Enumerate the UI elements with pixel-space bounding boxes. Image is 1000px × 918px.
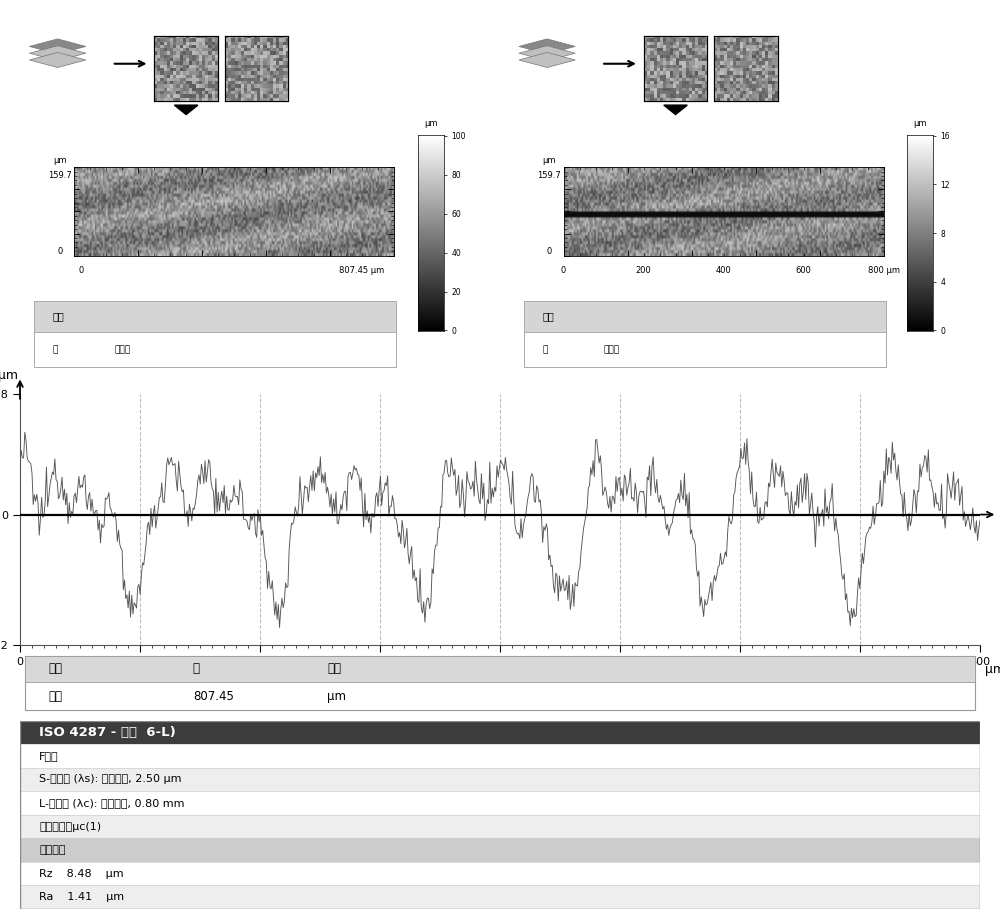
- FancyBboxPatch shape: [524, 332, 886, 366]
- FancyBboxPatch shape: [20, 838, 980, 862]
- Text: 400: 400: [716, 266, 731, 275]
- Text: 600: 600: [796, 266, 811, 275]
- Text: 800 μm: 800 μm: [868, 266, 900, 275]
- Text: 长度: 长度: [49, 689, 63, 703]
- FancyBboxPatch shape: [225, 36, 288, 101]
- FancyBboxPatch shape: [34, 332, 396, 366]
- Text: L-过滤器 (λc): 高斯算子, 0.80 mm: L-过滤器 (λc): 高斯算子, 0.80 mm: [39, 798, 185, 808]
- Text: 地形层: 地形层: [604, 345, 620, 354]
- Polygon shape: [29, 39, 86, 54]
- FancyBboxPatch shape: [25, 656, 975, 710]
- Text: 159.7: 159.7: [48, 171, 72, 180]
- Polygon shape: [519, 39, 575, 54]
- Text: μm: μm: [543, 156, 556, 165]
- Text: 807.45: 807.45: [193, 689, 234, 703]
- FancyBboxPatch shape: [20, 744, 980, 767]
- Text: 159.7: 159.7: [538, 171, 561, 180]
- FancyBboxPatch shape: [20, 885, 980, 909]
- Text: Rz    8.48    μm: Rz 8.48 μm: [39, 868, 124, 879]
- Text: F：无: F：无: [39, 751, 59, 761]
- FancyBboxPatch shape: [714, 36, 778, 101]
- Text: 0: 0: [57, 247, 63, 256]
- FancyBboxPatch shape: [524, 301, 886, 332]
- Text: 振幅参数: 振幅参数: [39, 845, 66, 855]
- Polygon shape: [174, 106, 198, 115]
- Text: 层: 层: [542, 345, 548, 354]
- FancyBboxPatch shape: [20, 721, 980, 744]
- Polygon shape: [664, 106, 687, 115]
- Text: Ra    1.41    μm: Ra 1.41 μm: [39, 892, 124, 902]
- Text: μm: μm: [985, 663, 1000, 676]
- Text: S-过滤器 (λs): 高斯算子, 2.50 μm: S-过滤器 (λs): 高斯算子, 2.50 μm: [39, 775, 182, 785]
- Text: 807.45 μm: 807.45 μm: [339, 266, 385, 275]
- Polygon shape: [29, 46, 86, 61]
- Text: μm: μm: [913, 118, 927, 128]
- Text: 信息: 信息: [53, 311, 65, 321]
- Text: 信息: 信息: [542, 311, 554, 321]
- Polygon shape: [29, 52, 86, 68]
- FancyBboxPatch shape: [34, 301, 396, 332]
- FancyBboxPatch shape: [20, 815, 980, 838]
- FancyBboxPatch shape: [20, 791, 980, 815]
- Text: 0: 0: [79, 266, 84, 275]
- FancyBboxPatch shape: [20, 767, 980, 791]
- Text: 0: 0: [561, 266, 566, 275]
- Text: μm: μm: [424, 118, 437, 128]
- FancyBboxPatch shape: [154, 36, 218, 101]
- Text: 层: 层: [53, 345, 58, 354]
- Text: μm: μm: [53, 156, 67, 165]
- Text: μm: μm: [0, 369, 18, 382]
- Text: 200: 200: [636, 266, 651, 275]
- Text: 计算：全部μc(1): 计算：全部μc(1): [39, 822, 101, 832]
- Text: 单位: 单位: [327, 663, 341, 676]
- Text: 值: 值: [193, 663, 200, 676]
- Text: 地形层: 地形层: [114, 345, 130, 354]
- Text: ISO 4287 - 粗度  6-L): ISO 4287 - 粗度 6-L): [39, 726, 176, 739]
- Text: μm: μm: [327, 689, 346, 703]
- Text: 0: 0: [547, 247, 552, 256]
- FancyBboxPatch shape: [644, 36, 707, 101]
- Polygon shape: [519, 46, 575, 61]
- FancyBboxPatch shape: [20, 862, 980, 885]
- FancyBboxPatch shape: [25, 656, 975, 682]
- Text: 参数: 参数: [49, 663, 63, 676]
- Polygon shape: [519, 52, 575, 68]
